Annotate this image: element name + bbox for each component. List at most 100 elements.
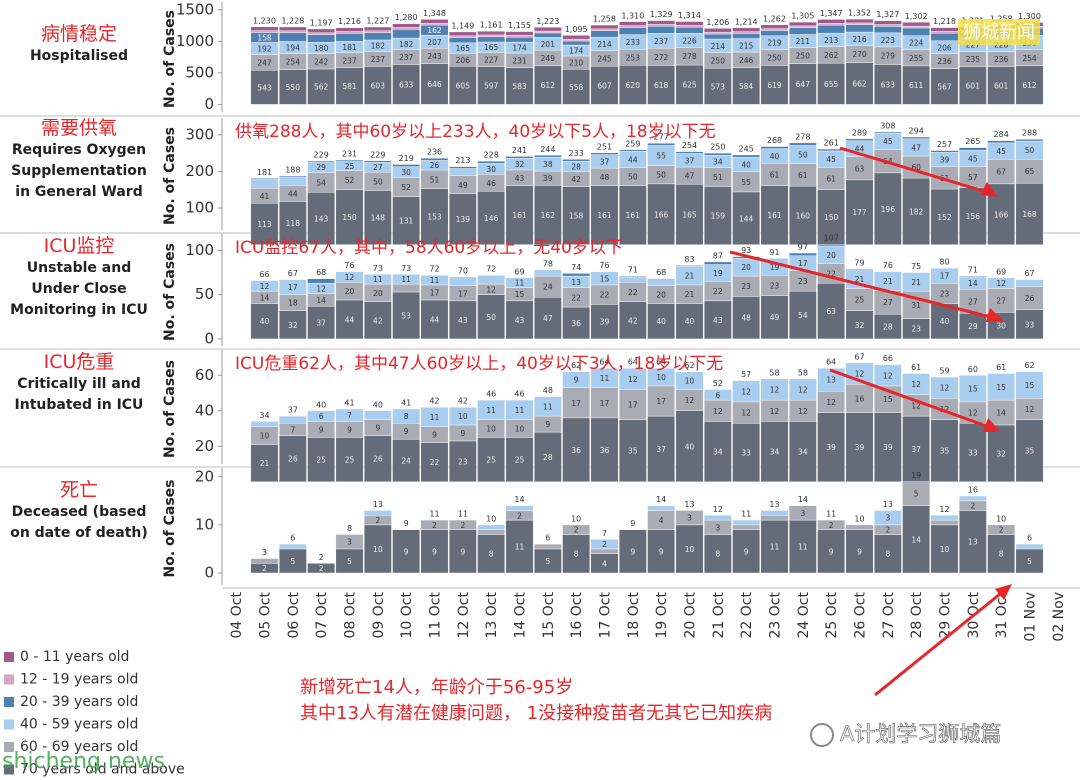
bar-segment: [618, 65, 647, 105]
segment-label: 19: [713, 269, 723, 278]
segment-label: 33: [1025, 320, 1035, 329]
segment-label: 11: [600, 374, 610, 383]
panel-label-en: Unstable and Under Close Monitoring in I…: [10, 260, 148, 318]
segment-label: 158: [257, 33, 272, 42]
total-label: 64: [599, 358, 609, 367]
y-axis-label: No. of Cases: [162, 360, 178, 458]
bar-segment: [505, 35, 534, 38]
bar-segment: [562, 35, 591, 40]
bar-segment: [703, 389, 732, 401]
legend-label: 70 years old and above: [20, 762, 185, 778]
total-label: 1,347: [820, 9, 843, 18]
bar-segment: [873, 24, 902, 27]
segment-label: 2: [432, 521, 437, 530]
bar-segment: [363, 274, 392, 285]
segment-label: 12: [741, 387, 751, 396]
total-label: 288: [1022, 129, 1037, 138]
segment-label: 61: [826, 175, 836, 184]
segment-label: 28: [571, 162, 581, 171]
segment-label: 34: [713, 158, 723, 167]
bar-segment: [703, 534, 732, 574]
bar-segment: [902, 65, 931, 105]
bar-segment: [958, 375, 987, 403]
bar-segment: [902, 272, 931, 292]
segment-label: 23: [940, 289, 950, 298]
segment-label: 15: [968, 385, 978, 394]
segment-label: 14: [968, 279, 978, 288]
segment-label: 30: [401, 168, 411, 177]
segment-label: 32: [855, 321, 865, 330]
segment-label: 12: [883, 371, 893, 380]
segment-label: 181: [342, 43, 357, 52]
y-tick-label: 50: [195, 285, 214, 303]
x-tick-label: 17 Oct: [598, 592, 614, 639]
segment-label: 22: [600, 291, 610, 300]
bar-segment: [590, 24, 619, 30]
segment-label: 51: [713, 173, 723, 182]
segment-label: 11: [515, 279, 525, 288]
total-label: 1,161: [480, 21, 503, 30]
legend-label: 0 - 11 years old: [20, 649, 129, 665]
bar-segment: [590, 417, 619, 482]
bar-segment: [562, 186, 591, 245]
bar-segment: [618, 301, 647, 340]
segment-label: 619: [767, 81, 782, 90]
panel-label: 病情稳定 Hospitalised: [4, 22, 154, 67]
arrow-head: [983, 418, 1001, 432]
segment-label: 3: [800, 509, 805, 518]
bar-segment: [562, 371, 591, 388]
bar-segment: [760, 146, 789, 149]
total-label: 62: [1024, 361, 1034, 370]
segment-label: 9: [829, 547, 834, 556]
segment-label: 620: [626, 81, 641, 90]
segment-label: 60: [911, 163, 921, 172]
segment-label: 37: [911, 445, 921, 454]
segment-label: 14: [996, 409, 1006, 418]
total-label: 87: [713, 251, 723, 260]
bar-segment: [250, 280, 279, 292]
total-label: 3: [262, 548, 267, 557]
bar-segment: [987, 399, 1016, 426]
x-tick-label: 22 Oct: [739, 592, 755, 639]
segment-label: 42: [628, 316, 638, 325]
total-label: 244: [540, 145, 555, 154]
segment-label: 29: [968, 322, 978, 331]
segment-label: 255: [909, 54, 924, 63]
segment-label: 207: [427, 38, 442, 47]
watermark: 狮城新闻: [963, 22, 1035, 43]
segment-label: 15: [515, 290, 525, 299]
segment-label: 33: [741, 448, 751, 457]
bar-segment: [363, 524, 392, 574]
segment-label: 10: [656, 373, 666, 382]
segment-label: 118: [286, 219, 301, 228]
segment-label: 28: [883, 323, 893, 332]
x-tick-label: 08 Oct: [343, 592, 359, 639]
bar-segment: [278, 175, 307, 178]
y-tick-label: 0: [204, 95, 214, 113]
segment-label: 139: [456, 215, 471, 224]
arrow-head: [995, 584, 1012, 600]
segment-label: 11: [486, 406, 496, 415]
bar-segment: [392, 196, 421, 245]
segment-label: 161: [597, 211, 612, 220]
total-label: 75: [911, 262, 921, 271]
bar-segment: [477, 529, 506, 535]
segment-label: 607: [597, 81, 612, 90]
segment-label: 196: [881, 205, 896, 214]
bar-segment: [845, 62, 874, 105]
bar-segment: [845, 524, 874, 530]
segment-label: 12: [996, 279, 1006, 288]
segment-label: 12: [940, 384, 950, 393]
segment-label: 3: [715, 523, 720, 532]
bar-segment: [420, 158, 449, 161]
segment-label: 9: [744, 547, 749, 556]
total-label: 46: [486, 390, 496, 399]
bar-segment: [1015, 543, 1044, 550]
bar-segment: [647, 279, 676, 287]
bar-segment: [930, 27, 959, 32]
total-label: 37: [288, 406, 298, 415]
bar-segment: [448, 37, 477, 44]
bar-segment: [902, 481, 931, 506]
bar-segment: [363, 32, 392, 41]
segment-label: 3: [885, 514, 890, 523]
